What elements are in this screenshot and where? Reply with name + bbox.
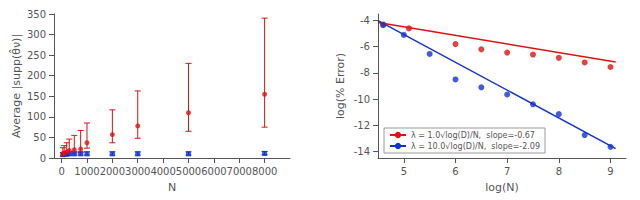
svg-text:300: 300 — [27, 29, 46, 40]
svg-text:-4: -4 — [360, 15, 370, 26]
svg-text:8: 8 — [556, 166, 562, 177]
svg-text:8000: 8000 — [252, 166, 277, 177]
svg-text:λ = 10.0√log(D)/N, slope=-2.0: λ = 10.0√log(D)/N, slope=-2.09 — [411, 142, 540, 151]
svg-text:log(% Error): log(% Error) — [334, 53, 347, 119]
svg-text:log(N): log(N) — [485, 181, 519, 194]
svg-text:4000: 4000 — [150, 166, 175, 177]
svg-text:5000: 5000 — [176, 166, 201, 177]
svg-text:350: 350 — [27, 9, 46, 20]
svg-text:2000: 2000 — [100, 166, 125, 177]
svg-text:250: 250 — [27, 50, 46, 61]
svg-text:-8: -8 — [360, 67, 370, 78]
svg-text:50: 50 — [33, 132, 46, 143]
svg-text:-12: -12 — [354, 120, 370, 131]
svg-text:150: 150 — [27, 91, 46, 102]
svg-text:-6: -6 — [360, 41, 370, 52]
svg-text:7: 7 — [504, 166, 510, 177]
svg-text:7000: 7000 — [227, 166, 252, 177]
svg-text:Average |supp(θ̂ν)|: Average |supp(θ̂ν)| — [9, 34, 23, 138]
svg-text:6: 6 — [452, 166, 458, 177]
svg-text:-10: -10 — [354, 94, 370, 105]
svg-text:100: 100 — [27, 111, 46, 122]
svg-text:6000: 6000 — [201, 166, 226, 177]
svg-text:200: 200 — [27, 70, 46, 81]
svg-text:9: 9 — [607, 166, 613, 177]
svg-text:5: 5 — [401, 166, 407, 177]
svg-text:3000: 3000 — [125, 166, 150, 177]
svg-text:1000: 1000 — [74, 166, 99, 177]
svg-text:N: N — [168, 181, 176, 194]
svg-text:-14: -14 — [354, 146, 370, 157]
svg-text:0: 0 — [40, 153, 46, 164]
svg-text:λ = 1.0√log(D)/N, slope=-0.67: λ = 1.0√log(D)/N, slope=-0.67 — [411, 131, 535, 140]
svg-text:0: 0 — [58, 166, 64, 177]
